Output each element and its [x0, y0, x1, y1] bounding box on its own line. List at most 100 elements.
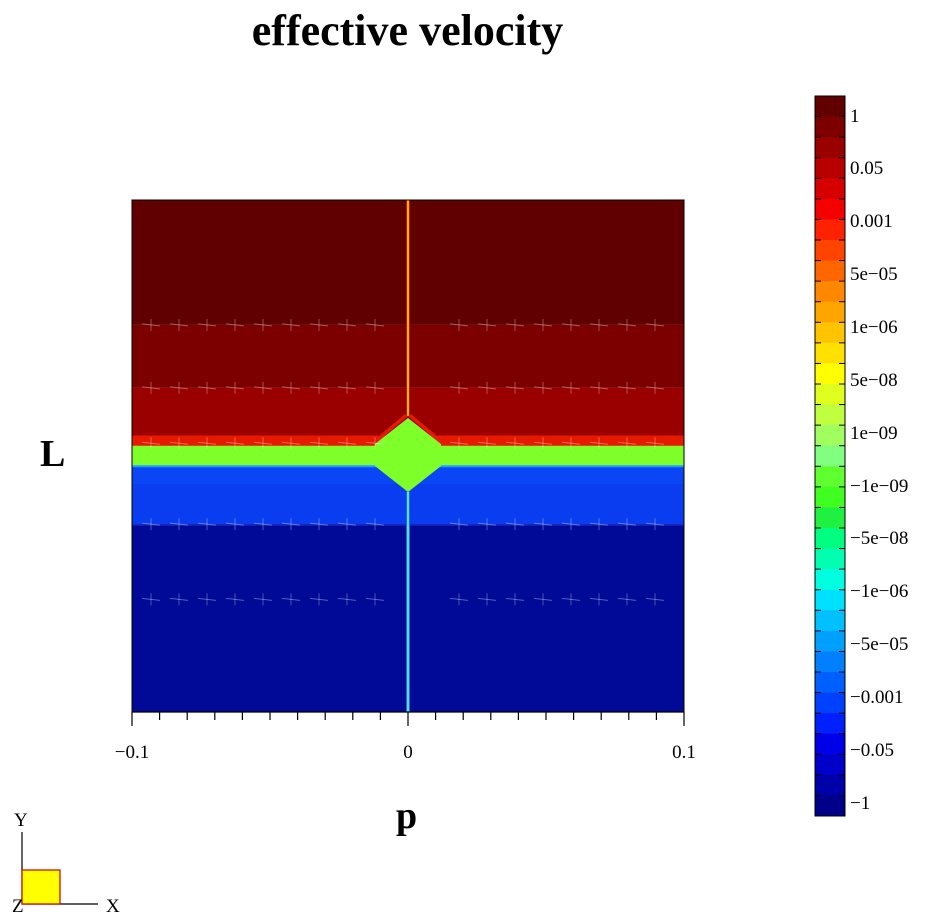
contour-mark: [617, 522, 637, 526]
colorbar-segment: [815, 178, 845, 200]
colorbar-label: 1e−06: [850, 316, 898, 338]
colorbar-segment: [815, 137, 845, 159]
colorbar-segment: [815, 486, 845, 508]
contour-mark: [477, 386, 497, 390]
colorbar-segment: [815, 651, 845, 673]
colorbar-label: −0.001: [850, 686, 904, 708]
center-diamond-edge: [372, 414, 408, 444]
colorbar-segment: [815, 754, 845, 776]
colorbar-label: −5e−08: [850, 528, 909, 550]
contour-mark: [281, 323, 301, 327]
contour-mark: [617, 323, 637, 327]
colorbar-segment: [815, 692, 845, 714]
contour-mark: [141, 597, 161, 601]
contour-mark: [645, 386, 665, 390]
colorbar-segment: [815, 404, 845, 426]
contour-mark: [225, 323, 245, 327]
center-diamond-edge: [408, 414, 444, 444]
contour-mark: [477, 441, 497, 445]
contour-mark: [589, 522, 609, 526]
contour-mark: [337, 441, 357, 445]
colorbar-label: 1e−09: [850, 422, 898, 444]
contour-mark: [617, 441, 637, 445]
colorbar-segment: [815, 219, 845, 241]
center-diamond: [375, 418, 441, 492]
contour-mark: [197, 386, 217, 390]
contour-mark: [449, 597, 469, 601]
contour-mark: [169, 522, 189, 526]
contour-mark: [141, 386, 161, 390]
contour-mark: [589, 386, 609, 390]
contour-mark: [449, 522, 469, 526]
contour-mark: [197, 522, 217, 526]
x-axis-label: p: [396, 795, 418, 837]
contour-mark: [589, 441, 609, 445]
x-tick-label: 0: [403, 742, 413, 763]
colorbar-segment: [815, 96, 845, 118]
contour-mark: [225, 386, 245, 390]
colorbar-label: −1: [850, 792, 871, 814]
contour-mark: [281, 522, 301, 526]
chart-title: effective velocity: [251, 6, 564, 55]
contour-mark: [337, 597, 357, 601]
colorbar-segment: [815, 466, 845, 488]
contour-mark: [309, 597, 329, 601]
colorbar-segment: [815, 610, 845, 632]
contour-mark: [281, 441, 301, 445]
contour-mark: [365, 597, 385, 601]
contour-mark: [645, 597, 665, 601]
colorbar-segment: [815, 342, 845, 364]
colorbar-segment: [815, 672, 845, 694]
contour-mark: [225, 597, 245, 601]
colorbar-label: −5e−05: [850, 634, 909, 656]
triad-box: [21, 869, 61, 905]
contour-mark: [449, 323, 469, 327]
colorbar-segment: [815, 301, 845, 323]
contour-mark: [169, 441, 189, 445]
colorbar-label: −1e−06: [850, 581, 909, 603]
contour-mark: [141, 323, 161, 327]
contour-mark: [141, 522, 161, 526]
contour-mark: [253, 386, 273, 390]
colorbar-segment: [815, 569, 845, 591]
contour-mark: [365, 522, 385, 526]
contour-mark: [561, 522, 581, 526]
triad-y-label: Y: [14, 810, 28, 831]
contour-mark: [309, 386, 329, 390]
colorbar-label: −0.05: [850, 739, 894, 761]
colorbar-segment: [815, 528, 845, 550]
colorbar-label: 0.001: [850, 211, 893, 233]
contour-mark: [561, 597, 581, 601]
colorbar-segment: [815, 445, 845, 467]
contour-mark: [477, 597, 497, 601]
contour-mark: [533, 522, 553, 526]
contour-mark: [617, 597, 637, 601]
contour-mark: [365, 441, 385, 445]
contour-mark: [337, 323, 357, 327]
colorbar-segment: [815, 713, 845, 735]
colorbar-segment: [815, 589, 845, 611]
contour-mark: [477, 522, 497, 526]
triad-x-label: X: [106, 896, 120, 917]
contour-mark: [477, 323, 497, 327]
contour-mark: [617, 386, 637, 390]
colorbar-segment: [815, 157, 845, 179]
contour-mark: [169, 597, 189, 601]
contour-mark: [533, 597, 553, 601]
contour-mark: [253, 323, 273, 327]
contour-mark: [253, 597, 273, 601]
colorbar-segment: [815, 322, 845, 344]
x-tick-label: 0.1: [672, 742, 696, 763]
contour-mark: [533, 323, 553, 327]
contour-mark: [533, 441, 553, 445]
colorbar-segment: [815, 774, 845, 796]
colorbar-segment: [815, 795, 845, 817]
contour-mark: [225, 441, 245, 445]
colorbar-segment: [815, 281, 845, 303]
contour-mark: [589, 597, 609, 601]
contour-mark: [365, 323, 385, 327]
colorbar-label: 1: [850, 105, 860, 127]
colorbar-segment: [815, 733, 845, 755]
contour-mark: [253, 522, 273, 526]
